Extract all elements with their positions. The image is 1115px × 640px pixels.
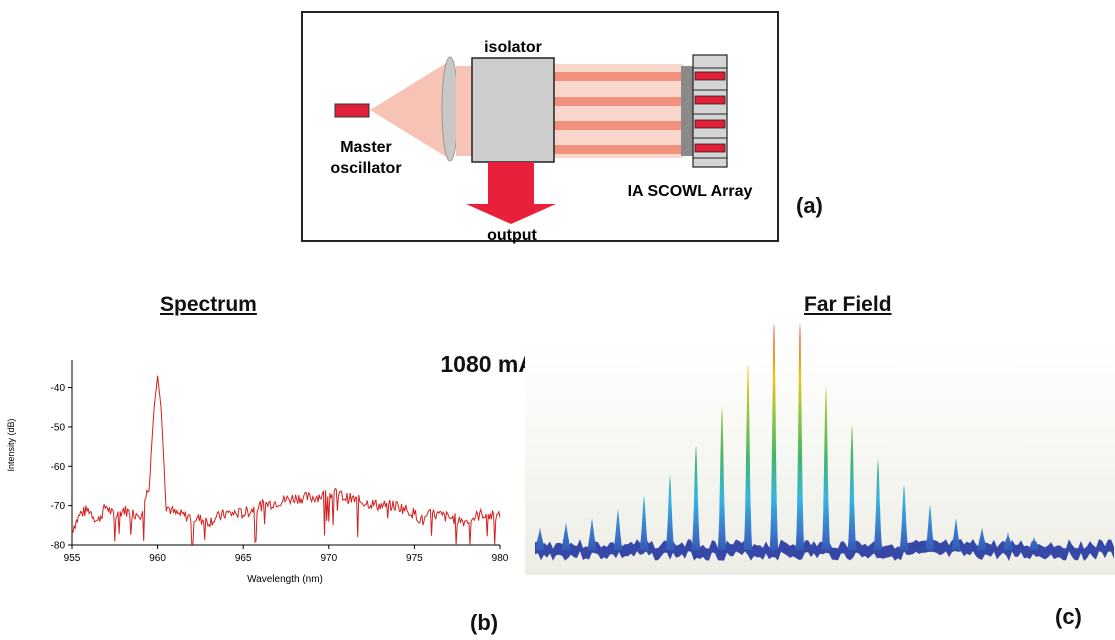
spectrum-title: Spectrum [160,293,257,316]
output-arrow [466,162,556,224]
spectrum-x-tick-label: 970 [320,553,337,564]
far-field-peak [587,518,597,550]
spectrum-y-tick-label: -80 [51,541,66,552]
far-field-peak [795,323,805,550]
far-field-background [525,340,1115,575]
far-field-peak [925,504,935,550]
far-field-peak [1029,536,1039,550]
far-field-plot [525,323,1115,575]
far-field-peak [639,495,649,550]
array-label: IA SCOWL Array [628,183,753,200]
spectrum-x-tick-label: 975 [406,553,423,564]
master-oscillator-label-line2: oscillator [330,160,401,177]
input-beam-cone [370,62,448,158]
array-emitter [694,119,726,129]
far-field-peak [665,475,675,550]
far-field-peak [535,527,545,550]
panel-label-a: (a) [796,193,823,218]
array-emitter [694,71,726,81]
far-field-peak [691,445,701,550]
spectrum-y-axis-label: Intensity (dB) [6,418,16,471]
array-emitter [694,143,726,153]
collimating-lens [441,56,459,162]
far-field-peak [977,527,987,550]
master-oscillator-label-line1: Master [340,139,392,156]
far-field-peak [743,363,753,550]
far-field-peak [717,406,727,550]
spectrum-x-tick-label: 955 [64,553,81,564]
spectrum-axes: 955 960 965 970 975 980 -40 -50 -60 -70 -80 [51,360,509,564]
spectrum-y-tick-label: -50 [51,422,66,433]
spectrum-x-axis-label: Wavelength (nm) [247,574,323,585]
master-oscillator [334,103,370,118]
panel-label-c: (c) [1055,604,1082,629]
far-field-peak [769,323,779,550]
far-field-peak [1003,531,1013,550]
spectrum-chart: 955 960 965 970 975 980 -40 -50 -60 -70 -80 Wavele… [6,360,509,585]
array-beams [553,64,683,158]
spectrum-x-tick-label: 980 [492,553,509,564]
spectrum-y-tick-label: -70 [51,501,66,512]
far-field-title: Far Field [804,293,892,316]
spectrum-x-tick-label: 965 [235,553,252,564]
panel-label-b: (b) [470,610,499,635]
collimated-beam [456,66,476,156]
spectrum-y-tick-label: -40 [51,383,66,394]
far-field-peak [899,484,909,550]
array-emitter [694,95,726,105]
far-field-peaks [535,323,1114,561]
far-field-peak [561,522,571,550]
spectrum-x-tick-label: 960 [149,553,166,564]
output-label: output [487,227,537,244]
far-field-peak [847,425,857,550]
spectrum-series-line [71,375,501,547]
spectrum-y-tick-label: -60 [51,462,66,473]
isolator-block [471,57,555,163]
scowl-array [692,54,728,168]
isolator-label: isolator [484,39,542,56]
far-field-peak [613,509,623,550]
array-mount [681,66,693,156]
far-field-peak [873,459,883,550]
far-field-peak [951,518,961,550]
far-field-peak [821,386,831,550]
